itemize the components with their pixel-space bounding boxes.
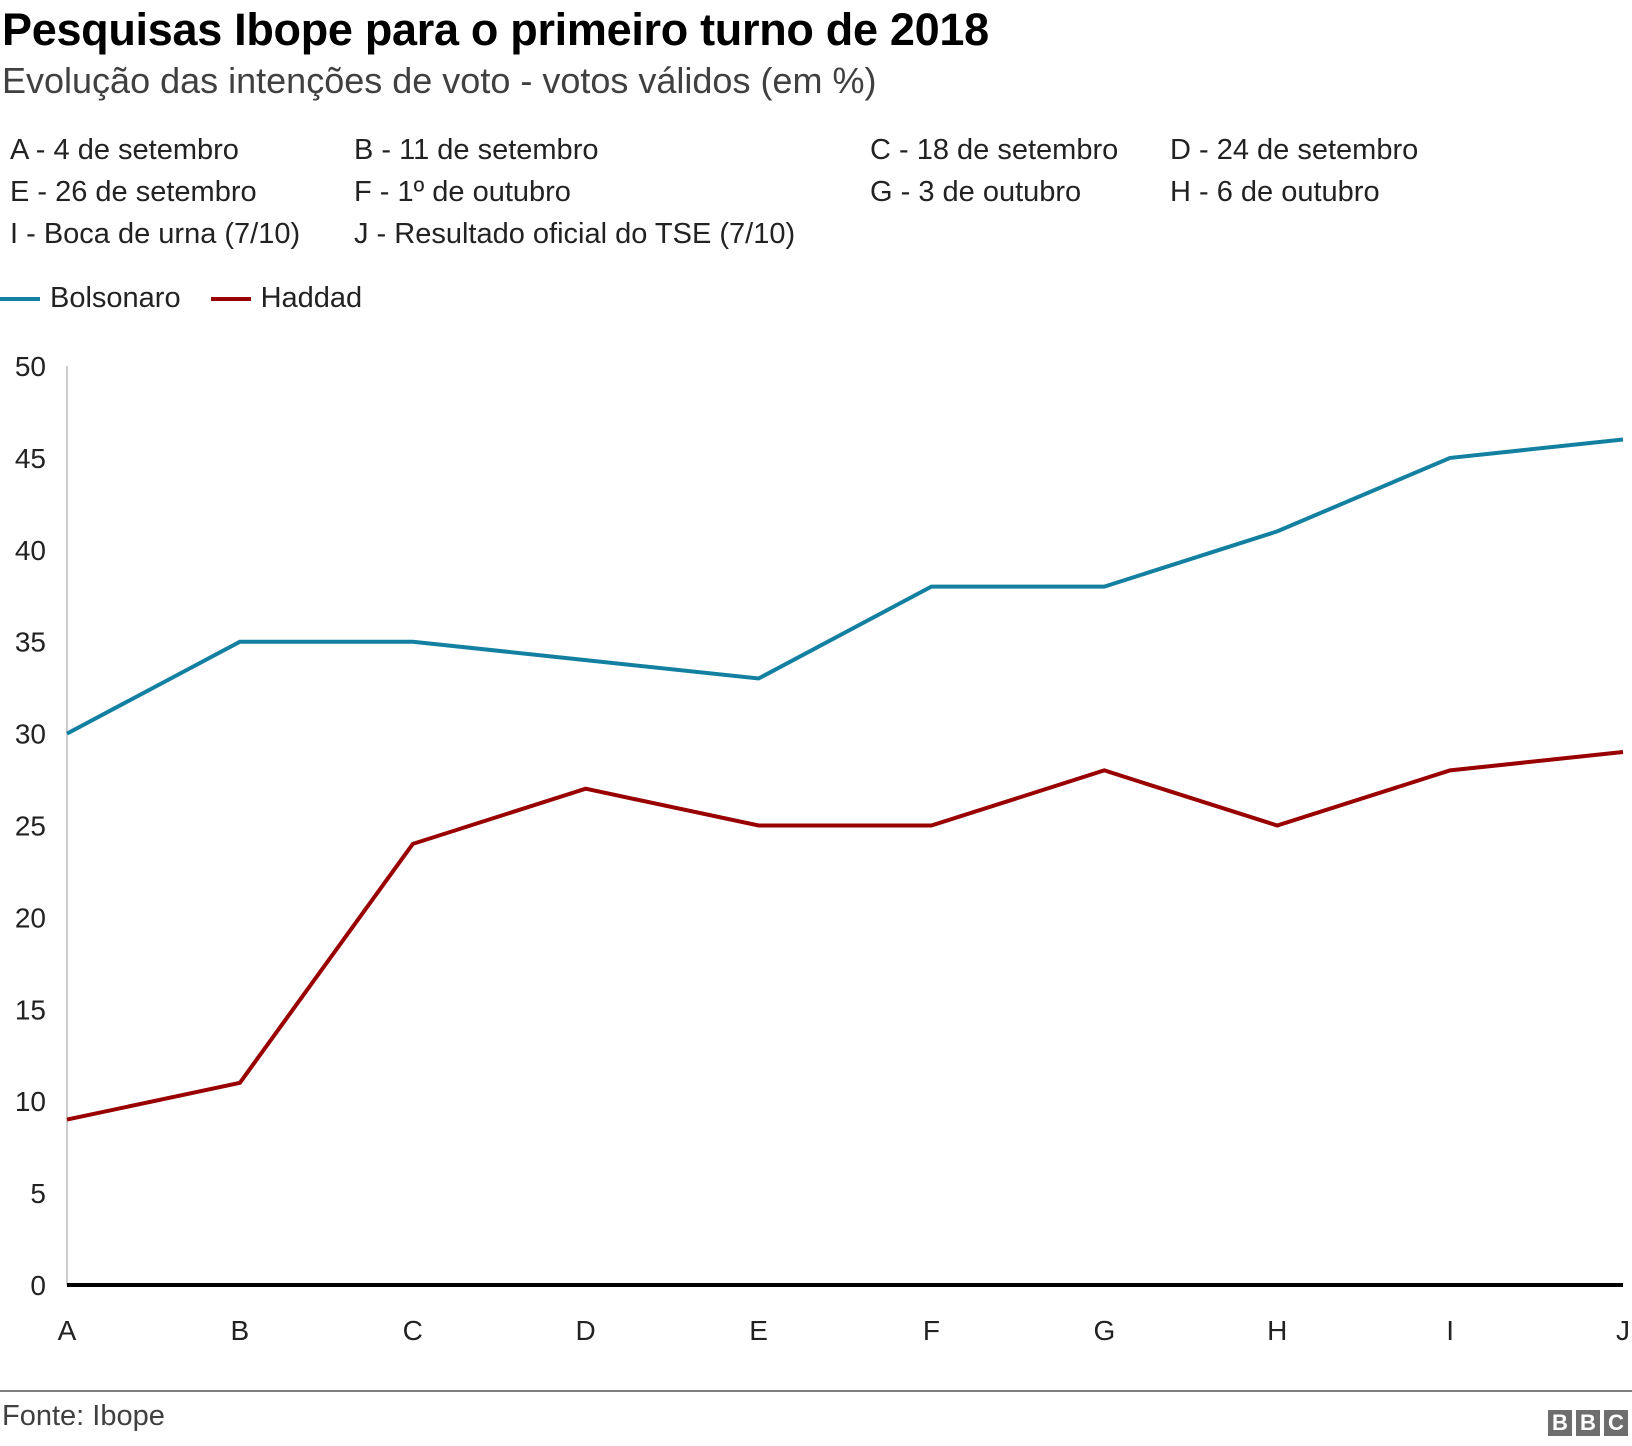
x-tick-label: I: [1446, 1315, 1454, 1346]
x-tick-label: J: [1616, 1315, 1630, 1346]
legend-swatch-haddad: [210, 296, 251, 301]
line-chart: 0 5 10 15 20 25 30 35 40 45 50 A B C D E F G H I J: [15, 351, 1630, 1346]
y-tick-label: 45: [15, 443, 46, 474]
y-tick-label: 25: [15, 811, 46, 842]
chart-title: Pesquisas Ibope para o primeiro turno de…: [2, 4, 989, 55]
bbc-logo-letter: C: [1604, 1410, 1628, 1436]
series-line-haddad: [66, 750, 1624, 1122]
key-label-f: F - 1º de outubro: [354, 176, 571, 208]
x-tick-label: G: [1093, 1315, 1115, 1346]
footer-divider: [0, 1390, 1632, 1392]
key-label-g: G - 3 de outubro: [870, 176, 1082, 208]
bbc-logo-letter: B: [1576, 1410, 1600, 1436]
x-tick-label: H: [1267, 1315, 1287, 1346]
legend-item-haddad: Haddad: [210, 282, 363, 315]
key-label-b: B - 11 de setembro: [354, 134, 599, 166]
x-tick-label: B: [231, 1315, 250, 1346]
source-note: Fonte: Ibope: [2, 1400, 165, 1432]
y-tick-label: 50: [15, 351, 46, 382]
legend-label-bolsonaro: Bolsonaro: [50, 282, 181, 314]
x-tick-label: D: [576, 1315, 596, 1346]
series-legend: Bolsonaro Haddad: [0, 282, 392, 315]
y-tick-label: 5: [30, 1178, 46, 1209]
x-tick-label: A: [58, 1315, 77, 1346]
key-label-e: E - 26 de setembro: [10, 176, 257, 208]
key-label-a: A - 4 de setembro: [10, 134, 239, 166]
key-label-j: J - Resultado oficial do TSE (7/10): [354, 218, 796, 250]
key-label-c: C - 18 de setembro: [870, 134, 1119, 166]
y-tick-label: 20: [15, 902, 46, 933]
y-tick-label: 40: [15, 535, 46, 566]
key-label-d: D - 24 de setembro: [1170, 134, 1419, 166]
bbc-logo: B B C: [1548, 1410, 1628, 1436]
key-label-h: H - 6 de outubro: [1170, 176, 1380, 208]
x-tick-label: F: [923, 1315, 940, 1346]
x-tick-label: C: [403, 1315, 423, 1346]
legend-label-haddad: Haddad: [260, 282, 363, 314]
y-tick-label: 0: [30, 1270, 46, 1301]
y-tick-label: 30: [15, 719, 46, 750]
x-tick-label: E: [749, 1315, 768, 1346]
chart-subtitle: Evolução das intenções de voto - votos v…: [2, 60, 877, 101]
key-label-i: I - Boca de urna (7/10): [10, 218, 301, 250]
y-tick-label: 15: [15, 994, 46, 1025]
bbc-logo-letter: B: [1548, 1410, 1572, 1436]
y-tick-label: 10: [15, 1086, 46, 1117]
legend-swatch-bolsonaro: [0, 296, 40, 301]
legend-item-bolsonaro: Bolsonaro: [0, 282, 181, 315]
y-tick-label: 35: [15, 627, 46, 658]
series-line-bolsonaro: [66, 437, 1624, 736]
